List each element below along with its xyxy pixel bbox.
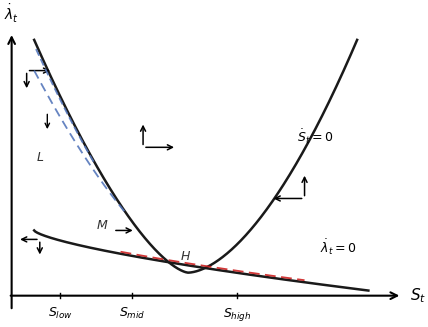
Text: $\dot{S}_t=0$: $\dot{S}_t=0$ [297,128,333,146]
Text: L: L [36,151,44,164]
Text: $\dot{\lambda}_t=0$: $\dot{\lambda}_t=0$ [320,237,356,257]
Text: $S_{low}$: $S_{low}$ [48,306,73,321]
Text: $S_t$: $S_t$ [410,286,426,305]
Text: $S_{high}$: $S_{high}$ [223,306,251,323]
Text: H: H [181,250,190,263]
Text: $S_{mid}$: $S_{mid}$ [119,306,145,321]
Text: $\dot{\lambda}_t$: $\dot{\lambda}_t$ [4,2,19,25]
Text: M: M [97,219,107,232]
